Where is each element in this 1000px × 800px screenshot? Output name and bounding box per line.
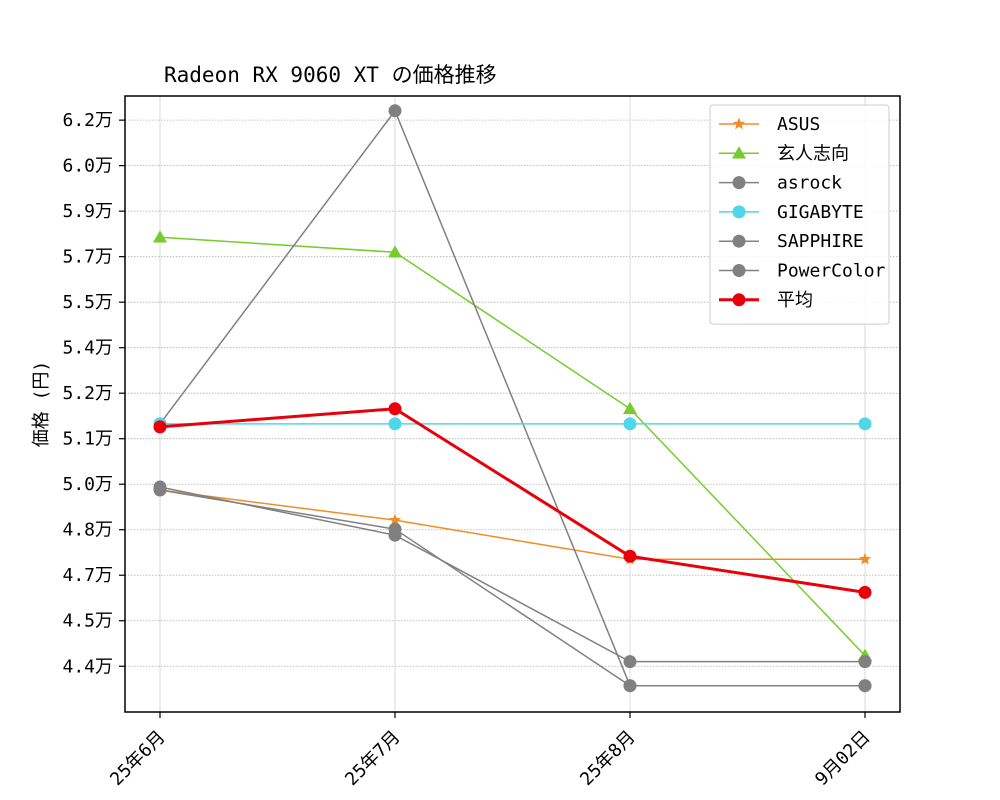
series-6 <box>153 483 872 693</box>
y-tick-label: 6.2万 <box>62 110 113 131</box>
legend-entry: ASUS <box>719 114 820 135</box>
data-point <box>388 417 402 431</box>
data-point <box>623 417 637 431</box>
legend-entry: SAPPHIRE <box>719 231 864 252</box>
legend-label: ASUS <box>777 114 820 135</box>
x-tick-label: 25年8月 <box>576 727 639 790</box>
data-point <box>858 585 872 599</box>
series-5 <box>153 480 872 669</box>
plot-frame <box>124 95 901 713</box>
legend-label: 玄人志向 <box>777 143 849 164</box>
series-line <box>159 489 865 687</box>
series-line <box>159 236 866 657</box>
data-point <box>858 679 872 693</box>
legend-entry: PowerColor <box>719 261 886 282</box>
legend-entry: 平均 <box>719 290 813 311</box>
legend-label: PowerColor <box>777 261 886 282</box>
x-tick-label: 25年7月 <box>341 727 404 790</box>
legend-label: SAPPHIRE <box>777 231 864 252</box>
data-point <box>388 522 402 536</box>
y-tick-label: 5.2万 <box>62 383 113 404</box>
y-tick-label: 4.5万 <box>62 611 113 632</box>
legend-marker <box>732 293 746 307</box>
legend-marker <box>732 205 746 219</box>
series-layer <box>153 104 872 693</box>
data-point <box>623 401 637 415</box>
y-tick-label: 5.7万 <box>62 247 113 268</box>
chart-title: Radeon RX 9060 XT の価格推移 <box>164 63 497 87</box>
legend-entry: asrock <box>719 173 842 194</box>
y-tick-label: 5.9万 <box>62 201 113 222</box>
x-axis: 25年6月 25年7月 25年8月 9月02日 <box>106 712 875 790</box>
data-point <box>388 513 402 526</box>
y-tick-label: 5.1万 <box>62 429 113 450</box>
series-1 <box>153 483 872 565</box>
data-point <box>153 420 167 434</box>
data-point <box>388 245 402 258</box>
legend-label: 平均 <box>777 290 813 311</box>
data-point <box>623 549 637 563</box>
y-axis-label: 価格 (円) <box>31 361 52 448</box>
legend-label: asrock <box>777 173 842 194</box>
legend-marker <box>732 264 746 277</box>
data-point <box>153 230 167 243</box>
y-tick-label: 5.5万 <box>62 292 113 313</box>
legend-entry: GIGABYTE <box>719 202 864 223</box>
series-4 <box>153 417 872 431</box>
legend-marker <box>732 176 746 190</box>
data-point <box>388 104 402 118</box>
data-point <box>388 402 402 416</box>
data-point <box>623 679 637 693</box>
series-line <box>159 407 866 594</box>
legend-marker <box>732 117 746 130</box>
y-tick-label: 5.4万 <box>62 338 113 359</box>
data-point <box>623 655 637 669</box>
data-point <box>153 483 167 497</box>
series-line <box>159 489 865 561</box>
data-point <box>858 655 872 669</box>
x-tick-label: 9月02日 <box>811 727 874 790</box>
legend-frame <box>709 104 890 325</box>
series-7 <box>153 402 872 599</box>
y-tick-label: 4.4万 <box>62 656 113 677</box>
data-point <box>858 417 872 431</box>
legend-label: GIGABYTE <box>777 202 864 223</box>
data-point <box>858 552 872 565</box>
x-tick-label: 25年6月 <box>106 727 169 790</box>
y-tick-label: 4.8万 <box>62 520 113 541</box>
y-tick-label: 6.0万 <box>62 156 113 177</box>
y-axis: 4.4万 4.5万 4.7万 4.8万 5.0万 5.1万 5.2万 5.4万 5.5万 5.7万… <box>62 110 125 677</box>
series-line <box>159 486 865 663</box>
legend-marker <box>732 146 746 159</box>
y-tick-label: 5.0万 <box>62 474 113 495</box>
legend-marker <box>732 234 746 248</box>
legend: ASUS 玄人志向 asrock GIGABYTE SAPPHIRE PowerColor… <box>709 104 890 325</box>
y-tick-label: 4.7万 <box>62 565 113 586</box>
legend-entry: 玄人志向 <box>719 143 849 164</box>
